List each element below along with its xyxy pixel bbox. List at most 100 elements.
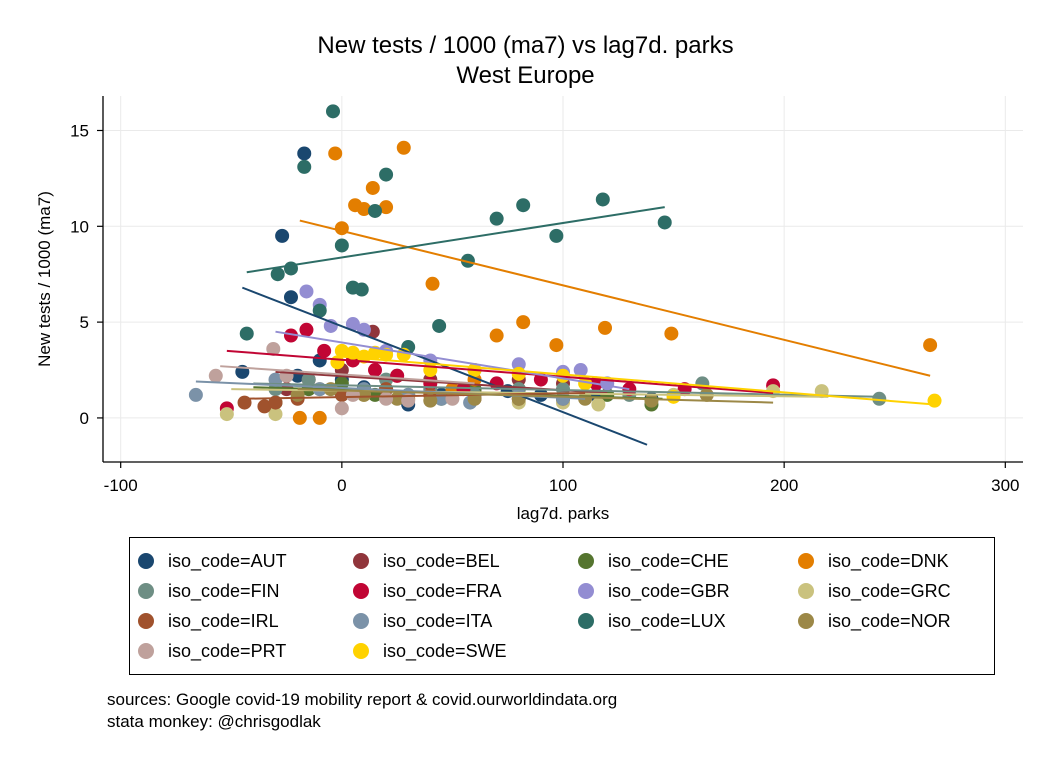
- data-point: [573, 363, 588, 378]
- data-point: [283, 328, 298, 343]
- y-tick-label: 0: [80, 409, 89, 428]
- data-point: [188, 387, 203, 402]
- data-point: [354, 282, 369, 297]
- y-tick-label: 5: [80, 313, 89, 332]
- fit-line: [341, 355, 935, 406]
- chart-title: New tests / 1000 (ma7) vs lag7d. parks: [317, 32, 734, 59]
- data-point: [511, 357, 526, 372]
- data-point: [299, 322, 314, 337]
- legend: iso_code=AUT iso_code=BEL iso_code=CHE iso_…: [129, 537, 995, 675]
- data-point: [379, 391, 394, 406]
- legend-item: iso_code=DNK: [798, 550, 949, 572]
- legend-marker: [138, 643, 154, 659]
- x-tick-label: 0: [337, 476, 346, 495]
- data-point: [578, 376, 593, 391]
- data-point: [219, 407, 234, 422]
- legend-item: iso_code=BEL: [353, 550, 500, 572]
- data-point: [239, 326, 254, 341]
- fit-line: [299, 219, 931, 377]
- data-point: [292, 410, 307, 425]
- y-axis-label: New tests / 1000 (ma7): [35, 191, 54, 367]
- data-point: [334, 401, 349, 416]
- data-point: [312, 303, 327, 318]
- legend-label: iso_code=DNK: [828, 550, 949, 571]
- data-point: [257, 399, 272, 414]
- data-point: [368, 363, 383, 378]
- y-tick-label: 15: [70, 121, 89, 140]
- data-point: [270, 267, 285, 282]
- x-tick-label: -100: [104, 476, 138, 495]
- x-tick-label: 100: [549, 476, 577, 495]
- legend-item: iso_code=FRA: [353, 580, 502, 602]
- legend-item: iso_code=AUT: [138, 550, 287, 572]
- legend-marker: [578, 553, 594, 569]
- data-point: [297, 146, 312, 161]
- fit-line: [246, 206, 665, 274]
- data-point: [283, 290, 298, 305]
- legend-marker: [578, 583, 594, 599]
- data-point: [345, 317, 360, 332]
- data-point: [317, 343, 332, 358]
- legend-item: iso_code=GBR: [578, 580, 730, 602]
- fit-line: [226, 349, 774, 395]
- legend-item: iso_code=IRL: [138, 610, 279, 632]
- fit-line: [220, 365, 475, 385]
- data-point: [356, 349, 371, 364]
- data-point: [872, 391, 887, 406]
- legend-label: iso_code=GBR: [608, 580, 730, 601]
- data-point: [328, 146, 343, 161]
- data-point: [923, 338, 938, 353]
- legend-label: iso_code=FIN: [168, 580, 280, 601]
- data-point: [208, 368, 223, 383]
- legend-label: iso_code=AUT: [168, 550, 287, 571]
- legend-item: iso_code=SWE: [353, 640, 507, 662]
- data-point: [489, 328, 504, 343]
- data-point: [549, 228, 564, 243]
- data-point: [379, 167, 394, 182]
- data-point: [326, 104, 340, 119]
- author-note: stata monkey: @chrisgodlak: [107, 712, 321, 731]
- data-point: [275, 228, 290, 243]
- data-point: [425, 276, 440, 291]
- fit-line: [275, 330, 630, 391]
- legend-label: iso_code=FRA: [383, 580, 502, 601]
- legend-marker: [353, 553, 369, 569]
- data-point: [301, 372, 316, 387]
- data-point: [489, 211, 504, 226]
- data-point: [297, 159, 312, 174]
- data-point: [591, 397, 606, 412]
- data-point: [334, 238, 349, 253]
- legend-marker: [798, 583, 814, 599]
- data-point: [423, 393, 438, 408]
- data-point: [334, 343, 349, 358]
- x-tick-label: 200: [770, 476, 798, 495]
- legend-label: iso_code=IRL: [168, 610, 279, 631]
- data-point: [266, 341, 281, 356]
- data-point: [396, 140, 411, 155]
- fit-line: [253, 382, 884, 398]
- legend-marker: [353, 583, 369, 599]
- legend-item: iso_code=LUX: [578, 610, 726, 632]
- data-point: [299, 284, 314, 299]
- data-point: [368, 203, 383, 218]
- chart-subtitle: West Europe: [456, 62, 595, 89]
- legend-label: iso_code=BEL: [383, 550, 500, 571]
- data-point: [657, 215, 672, 230]
- legend-item: iso_code=CHE: [578, 550, 729, 572]
- legend-label: iso_code=LUX: [608, 610, 726, 631]
- data-point: [516, 315, 531, 330]
- data-point: [379, 200, 394, 215]
- data-point: [401, 393, 416, 408]
- data-point: [644, 393, 659, 408]
- y-tick-label: 10: [70, 217, 89, 236]
- plot-area: -100 0 100 200 300 0 5 10 15 lag7d. parks New test…: [35, 96, 1023, 523]
- legend-marker: [798, 553, 814, 569]
- data-point: [283, 261, 298, 276]
- legend-marker: [353, 613, 369, 629]
- fit-line: [297, 388, 774, 404]
- fit-line: [241, 286, 648, 446]
- legend-marker: [353, 643, 369, 659]
- legend-label: iso_code=NOR: [828, 610, 951, 631]
- legend-item: iso_code=NOR: [798, 610, 951, 632]
- legend-item: iso_code=PRT: [138, 640, 286, 662]
